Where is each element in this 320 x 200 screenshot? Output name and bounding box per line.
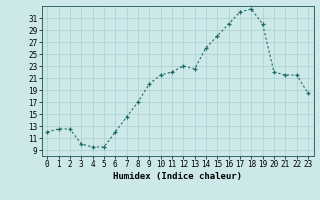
X-axis label: Humidex (Indice chaleur): Humidex (Indice chaleur) bbox=[113, 172, 242, 181]
